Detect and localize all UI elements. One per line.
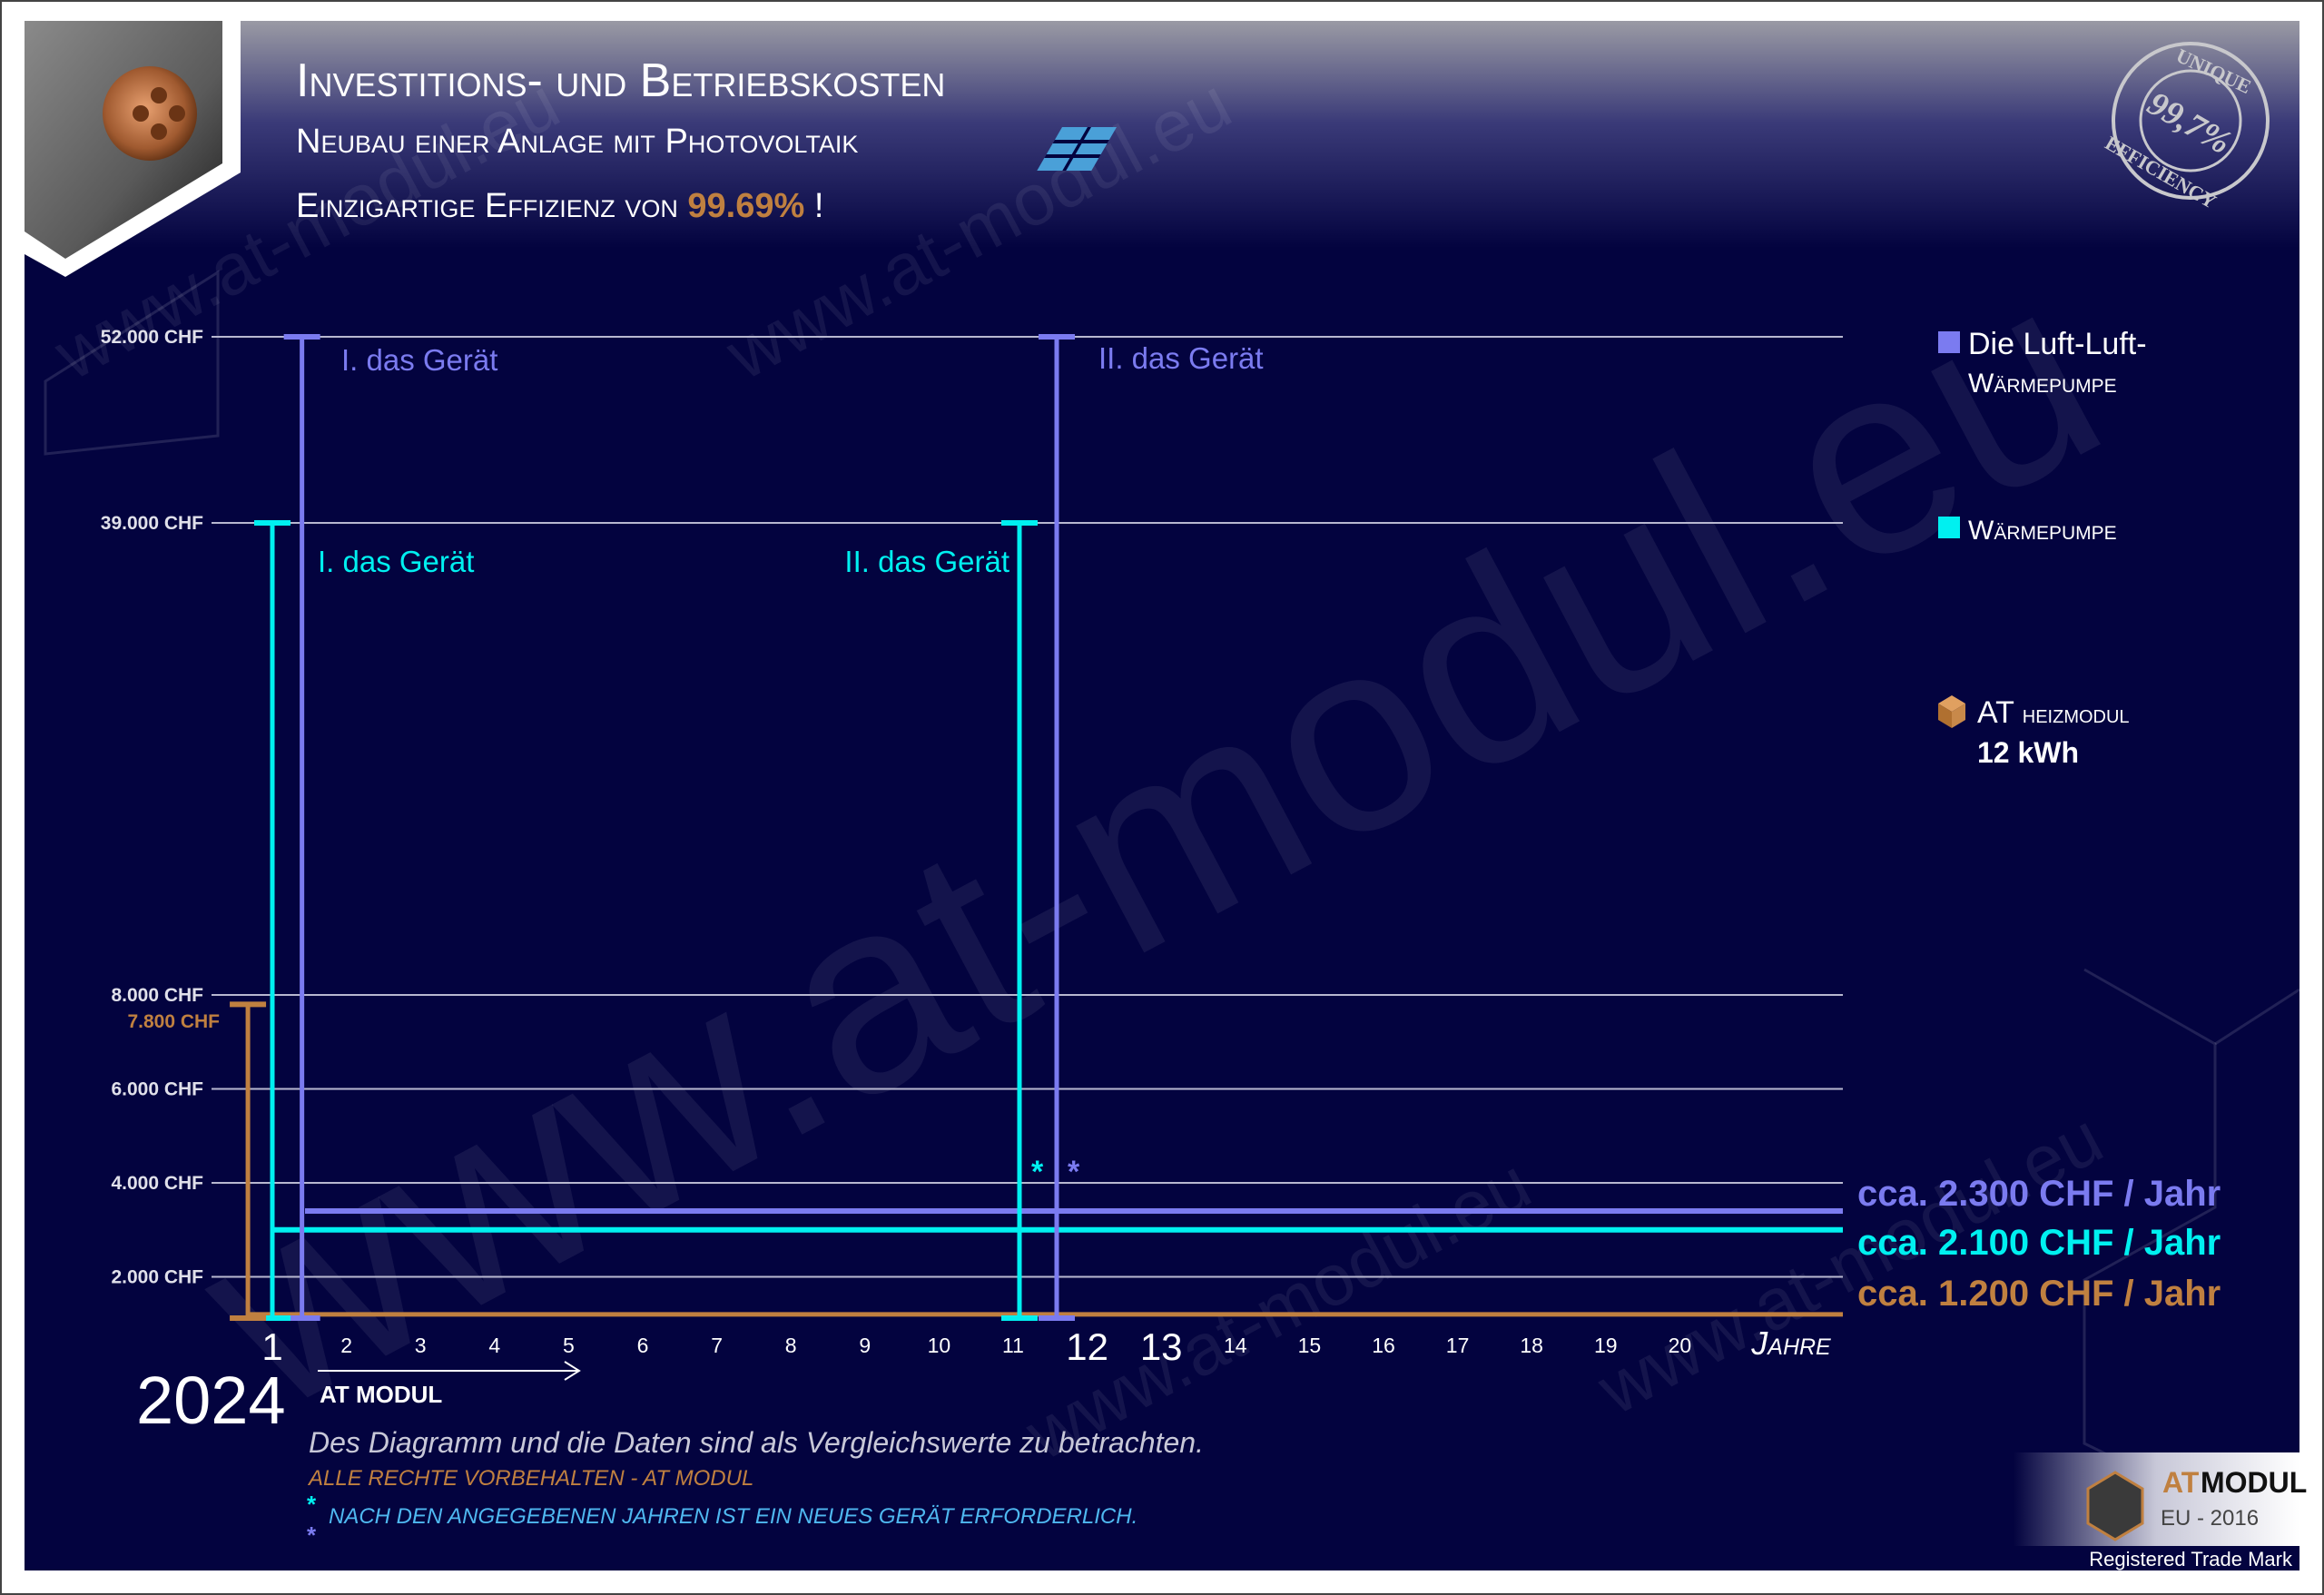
rights-notice: ALLE RECHTE VORBEHALTEN - AT MODUL <box>307 1466 753 1491</box>
legend-luft-line2: Wärmepumpe <box>1968 369 2117 399</box>
x-tick-label: 4 <box>488 1334 500 1357</box>
y-tick-label: 6.000 CHF <box>111 1079 203 1100</box>
product-photo <box>25 21 241 277</box>
x-tick-label: 5 <box>563 1334 575 1357</box>
x-tick-label: 11 <box>1002 1334 1024 1357</box>
arrow-label: AT MODUL <box>320 1381 442 1408</box>
arrow-right-icon <box>318 1361 581 1381</box>
legend-swatch-luft <box>1938 331 1960 353</box>
wp-device-2-label: II. das Gerät <box>844 545 1009 578</box>
x-tick-label: 15 <box>1298 1334 1322 1357</box>
wp-device-1-label: I. das Gerät <box>318 545 474 578</box>
y-tick-label: 39.000 CHF <box>101 513 203 534</box>
x-tick-label: 13 <box>1140 1325 1183 1368</box>
luft-annual-label: cca. 2.300 CHF / Jahr <box>1857 1174 2221 1214</box>
x-tick-label: 19 <box>1594 1334 1618 1357</box>
x-tick-label: 20 <box>1669 1334 1692 1357</box>
at-annual-label: cca. 1.200 CHF / Jahr <box>1857 1274 2221 1314</box>
at-investment-label: 7.800 CHF <box>127 1011 220 1032</box>
solar-panel-icon <box>1037 127 1117 171</box>
wp-replacement-marker: * <box>1031 1155 1044 1189</box>
chart-subtitle: Neubau einer Anlage mit Photovoltaik <box>296 123 858 161</box>
svg-text:AT: AT <box>2162 1466 2200 1499</box>
x-tick-label: 2 <box>340 1334 352 1357</box>
cube-icon <box>1938 695 1965 728</box>
legend: Die Luft-Luft- Wärmepumpe Wärmepumpe AT … <box>1938 327 2147 769</box>
y-tick-label: 2.000 CHF <box>111 1267 203 1288</box>
x-axis-label: Jahre <box>1750 1324 1831 1362</box>
footnote-marker-cyan: * <box>307 1491 317 1518</box>
disclaimer: Des Diagramm und die Daten sind als Verg… <box>309 1426 1204 1459</box>
wp-annual-label: cca. 2.100 CHF / Jahr <box>1857 1223 2221 1263</box>
x-tick-label: 8 <box>785 1334 797 1357</box>
gridlines <box>212 336 1843 1278</box>
x-tick-label: 3 <box>415 1334 427 1357</box>
legend-luft-line1: Die Luft-Luft- <box>1968 327 2147 361</box>
x-tick-label: 6 <box>637 1334 649 1357</box>
start-year: 2024 <box>136 1363 286 1438</box>
x-tick-label: 12 <box>1066 1325 1108 1368</box>
x-tick-label: 14 <box>1224 1334 1247 1357</box>
x-tick-label: 1 <box>261 1325 282 1368</box>
efficiency-line: Einzigartige Effizienz von 99.69% ! <box>296 187 823 225</box>
x-axis-ticks: 1 2 3 4 5 6 7 8 9 10 11 12 13 14 15 16 17 18 19 20 <box>261 1325 1691 1368</box>
luft-device-1-label: I. das Gerät <box>341 343 497 377</box>
x-tick-label: 18 <box>1520 1334 1543 1357</box>
footnote-marker-purple: * <box>307 1521 317 1549</box>
trademark: Registered Trade Mark <box>2089 1548 2293 1570</box>
legend-at-line1: AT heizmodul <box>1977 695 2130 730</box>
legend-swatch-wp <box>1938 517 1960 538</box>
chart-marks <box>230 334 1843 1321</box>
legend-wp: Wärmepumpe <box>1968 516 2117 546</box>
x-tick-label: 9 <box>859 1334 871 1357</box>
chart-title: Investitions- und Betriebskosten <box>296 54 945 107</box>
efficiency-value: 99.69% <box>687 187 804 225</box>
luft-device-2-label: II. das Gerät <box>1098 341 1264 375</box>
footnote: NACH DEN ANGEGEBENEN JAHREN IST EIN NEUE… <box>329 1504 1137 1529</box>
y-tick-label: 52.000 CHF <box>101 327 203 348</box>
x-tick-label: 16 <box>1372 1334 1395 1357</box>
legend-at-line2: 12 kWh <box>1977 736 2079 769</box>
y-axis-ticks: 52.000 CHF 39.000 CHF 8.000 CHF 6.000 CHF 4.… <box>101 327 203 1288</box>
svg-text:MODUL: MODUL <box>2201 1466 2307 1499</box>
at-modul-logo: AT MODUL EU - 2016 Registered Trade Mark <box>2014 1452 2307 1570</box>
x-tick-label: 17 <box>1446 1334 1470 1357</box>
x-tick-label: 7 <box>711 1334 723 1357</box>
y-tick-label: 4.000 CHF <box>111 1173 203 1194</box>
luft-replacement-marker: * <box>1068 1155 1080 1189</box>
x-tick-label: 10 <box>928 1334 951 1357</box>
y-tick-label: 8.000 CHF <box>111 985 203 1006</box>
svg-text:EU - 2016: EU - 2016 <box>2161 1506 2259 1531</box>
header-band <box>25 21 2299 248</box>
